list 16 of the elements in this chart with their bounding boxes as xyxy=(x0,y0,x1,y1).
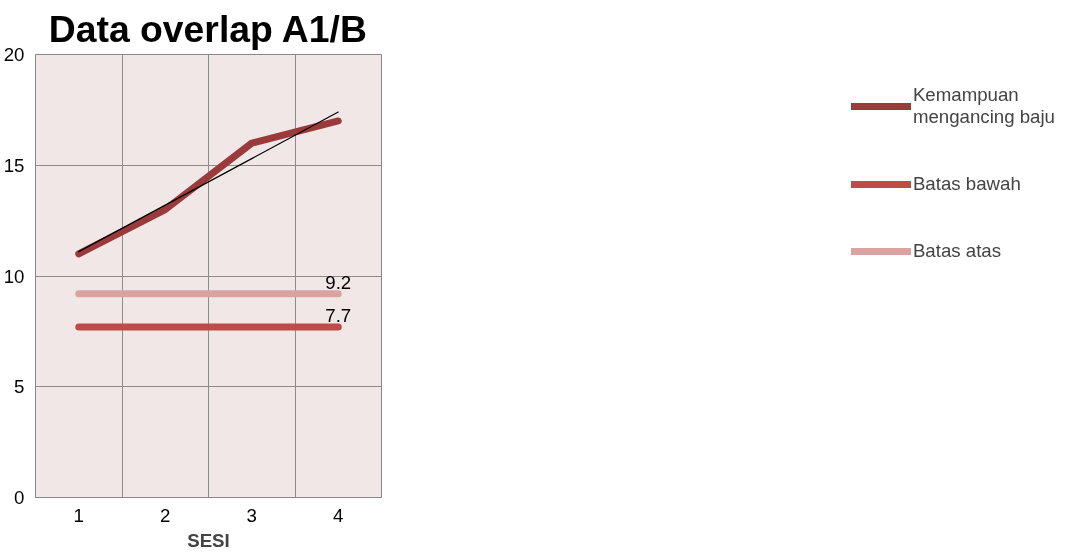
y-tick-label: 10 xyxy=(3,265,25,287)
legend-label: Batas atas xyxy=(912,240,1002,262)
x-tick-label: 1 xyxy=(73,504,84,526)
data-label: 9.2 xyxy=(325,271,352,293)
data-label: 7.7 xyxy=(325,304,352,326)
y-tick-label: 5 xyxy=(14,376,25,398)
x-axis-title: SESI xyxy=(187,529,230,551)
x-tick-label: 2 xyxy=(160,504,171,526)
y-tick-label: 15 xyxy=(3,154,25,176)
chart-title: Data overlap A1/B xyxy=(48,7,367,50)
y-tick-label: 20 xyxy=(3,44,25,65)
x-tick-label: 3 xyxy=(246,504,257,526)
x-tick-label: 4 xyxy=(333,504,344,526)
legend-label: Kemampuan mengancing baju xyxy=(912,84,1055,128)
y-tick-label: 0 xyxy=(14,487,25,508)
legend-label: Batas bawah xyxy=(912,173,1021,195)
